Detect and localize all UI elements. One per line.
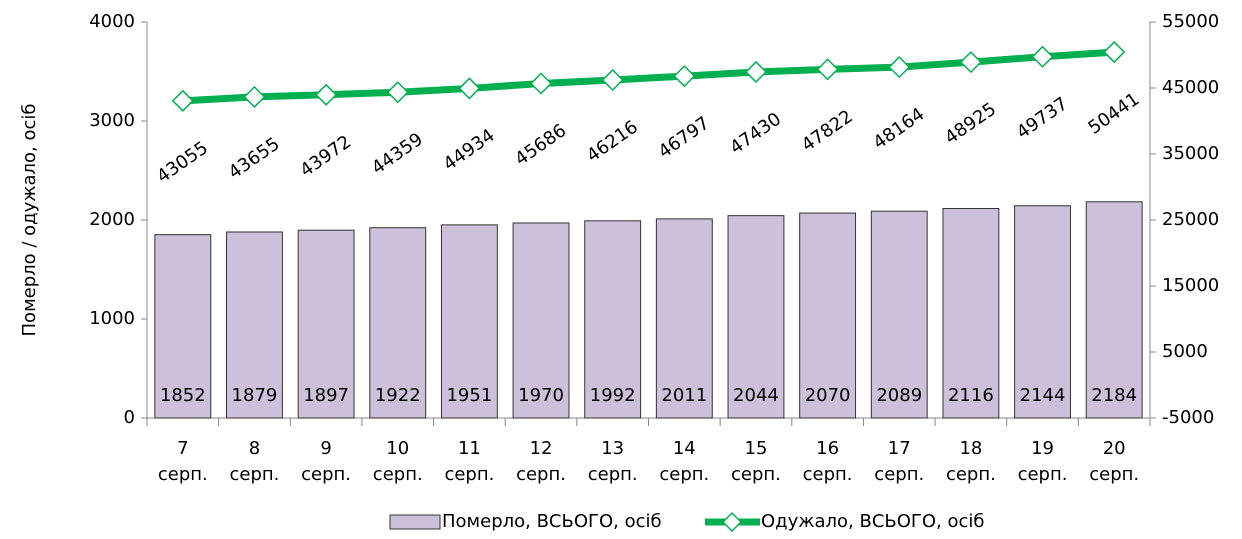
x-tick-label: 8 серп. <box>229 438 280 485</box>
x-tick-label: 16 серп. <box>802 438 853 485</box>
x-tick-label: 10 серп. <box>372 438 423 485</box>
y2-tick-label: 25000 <box>1162 209 1219 230</box>
bar-value-label: 1897 <box>303 385 349 406</box>
x-tick-label: 17 серп. <box>874 438 925 485</box>
bar-value-label: 1922 <box>375 385 421 406</box>
x-tick-label: 20 серп. <box>1089 438 1140 485</box>
line-value-label: 47822 <box>798 106 857 156</box>
legend-marker <box>721 511 743 533</box>
line-marker <box>601 68 624 92</box>
bar <box>369 227 427 419</box>
bar <box>584 220 642 419</box>
x-tick-label: 11 серп. <box>444 438 495 485</box>
bar-value-label: 2184 <box>1091 385 1137 406</box>
line-marker <box>458 77 481 100</box>
bar-value-label: 2144 <box>1020 385 1066 406</box>
bar <box>154 234 212 419</box>
line-marker <box>744 60 768 84</box>
bar-value-label: 2116 <box>948 385 994 406</box>
line-marker <box>386 81 409 104</box>
bar-value-label: 1970 <box>518 385 564 406</box>
line-value-label: 43055 <box>153 137 212 187</box>
bar-value-label: 1852 <box>160 385 206 406</box>
line-value-label: 48925 <box>941 99 1000 149</box>
y2-tick-label: 35000 <box>1162 143 1219 164</box>
bar-value-label: 2044 <box>733 385 779 406</box>
y-tick-label: 1000 <box>89 308 135 329</box>
bar <box>727 215 785 419</box>
x-tick-label: 13 серп. <box>587 438 638 485</box>
x-tick-label: 19 серп. <box>1017 438 1068 485</box>
line-value-label: 47430 <box>726 109 785 159</box>
x-tick-label: 15 серп. <box>731 438 781 485</box>
bar <box>870 210 928 419</box>
x-tick-label: 12 серп. <box>516 438 566 485</box>
y-axis-title: Померло / одужало, осіб <box>19 104 40 337</box>
bar-value-label: 2011 <box>661 385 707 406</box>
bar-value-label: 1992 <box>590 385 636 406</box>
bar <box>512 222 570 419</box>
line-marker <box>959 51 982 74</box>
line <box>182 48 1115 105</box>
legend-label: Одужало, ВСЬОГО, осіб <box>761 511 985 532</box>
bar-value-label: 2070 <box>805 385 851 406</box>
bar <box>1085 201 1143 419</box>
x-tick-label: 18 серп. <box>945 438 996 485</box>
bar-value-label: 2089 <box>876 385 922 406</box>
bar <box>655 218 713 419</box>
line-marker <box>243 85 266 108</box>
line-value-label: 50441 <box>1084 89 1143 139</box>
line-value-label: 46797 <box>655 113 714 163</box>
line-value-label: 48164 <box>869 104 928 154</box>
y2-tick-label: 55000 <box>1162 11 1219 32</box>
line-value-label: 44359 <box>368 129 427 179</box>
x-tick-label: 14 серп. <box>659 438 710 485</box>
legend-label: Померло, ВСЬОГО, осіб <box>442 511 662 532</box>
line-marker <box>529 72 553 95</box>
x-tick-label: 9 серп. <box>301 438 352 485</box>
line-marker <box>673 65 696 88</box>
bar <box>799 212 857 419</box>
line-marker <box>1103 41 1126 64</box>
line-value-label: 44934 <box>440 125 499 175</box>
line-value-label: 43655 <box>225 133 284 183</box>
line-marker <box>171 89 194 112</box>
line-marker <box>816 58 839 81</box>
line-value-label: 43972 <box>296 131 355 181</box>
legend-swatch <box>389 514 441 530</box>
y-tick-label: 0 <box>124 407 135 428</box>
bar <box>226 231 283 419</box>
line-value-label: 45686 <box>511 120 570 170</box>
bar <box>297 229 355 419</box>
line-marker <box>1031 45 1054 68</box>
line-value-label: 49737 <box>1013 93 1072 143</box>
y2-tick-label: 15000 <box>1162 275 1219 296</box>
bar-value-label: 1879 <box>232 385 278 406</box>
y-tick-label: 3000 <box>89 110 135 131</box>
y-tick-label: 4000 <box>89 11 135 32</box>
x-tick-label: 7 серп. <box>157 438 208 485</box>
bar-value-label: 1951 <box>446 385 492 406</box>
bar <box>942 208 1000 419</box>
y2-tick-label: 5000 <box>1162 341 1208 362</box>
line-value-label: 46216 <box>583 117 642 167</box>
y2-tick-label: -5000 <box>1162 407 1214 428</box>
line-marker <box>315 83 338 106</box>
bar <box>1014 205 1071 419</box>
line-marker <box>888 56 911 79</box>
y-tick-label: 2000 <box>89 209 135 230</box>
y2-tick-label: 45000 <box>1162 77 1219 98</box>
bar <box>440 224 498 419</box>
